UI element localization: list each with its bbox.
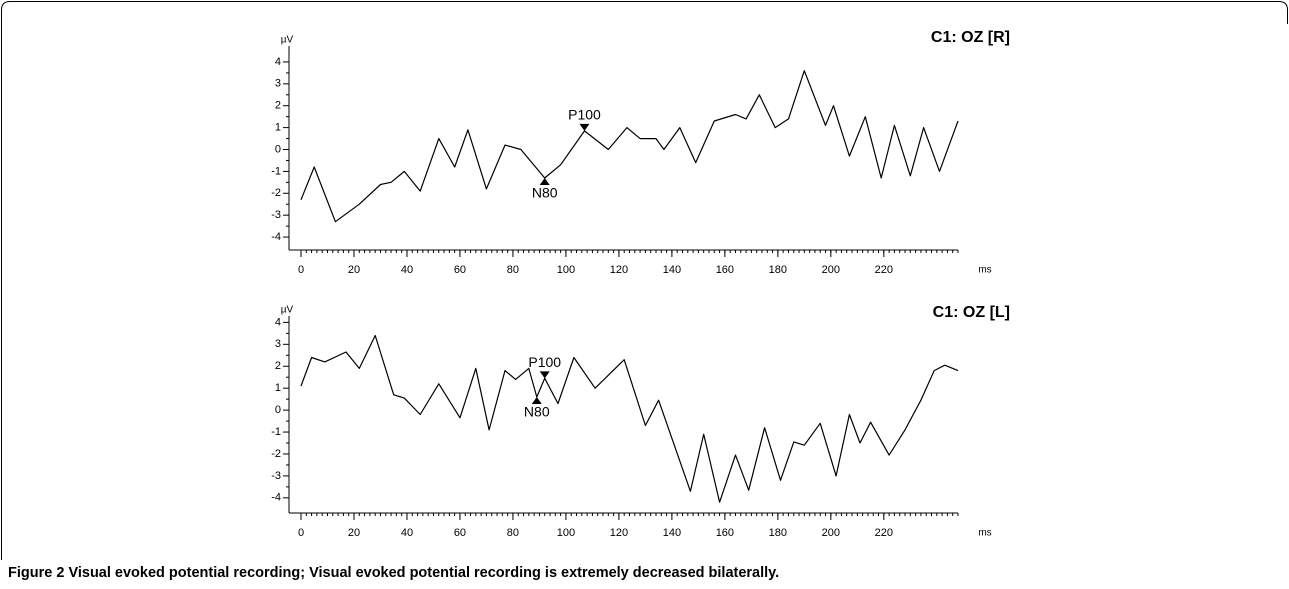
peak-marker bbox=[539, 177, 550, 185]
x-tick-label: 40 bbox=[401, 264, 413, 276]
x-tick-label: 60 bbox=[454, 527, 466, 539]
x-tick-label: 20 bbox=[348, 264, 360, 276]
y-tick-label: -1 bbox=[271, 165, 281, 177]
x-tick-label: 80 bbox=[507, 527, 519, 539]
x-tick-label: 180 bbox=[769, 264, 787, 276]
y-tick-label: -1 bbox=[271, 426, 281, 438]
peak-marker bbox=[579, 123, 590, 131]
y-tick-label: 2 bbox=[275, 100, 281, 112]
y-tick-label: 0 bbox=[275, 143, 281, 155]
y-tick-label: 1 bbox=[275, 122, 281, 134]
y-tick-label: 0 bbox=[275, 404, 281, 416]
x-tick-label: 200 bbox=[822, 264, 840, 276]
x-tick-label: 220 bbox=[875, 527, 893, 539]
x-tick-label: 100 bbox=[557, 527, 575, 539]
y-tick-label: 2 bbox=[275, 360, 281, 372]
x-tick-label: 140 bbox=[663, 527, 681, 539]
x-axis-label: ms bbox=[978, 528, 991, 539]
y-tick-label: -4 bbox=[271, 492, 281, 504]
y-tick-label: 1 bbox=[275, 382, 281, 394]
chart-title: C1: OZ [R] bbox=[931, 29, 1010, 46]
x-tick-label: 220 bbox=[875, 264, 893, 276]
signal-line bbox=[300, 70, 959, 223]
x-tick-label: 120 bbox=[610, 527, 628, 539]
chart-title: C1: OZ [L] bbox=[933, 304, 1010, 321]
x-tick-label: 60 bbox=[454, 264, 466, 276]
y-tick-label: 3 bbox=[275, 78, 281, 90]
y-tick-label: 3 bbox=[275, 338, 281, 350]
y-tick-label: -4 bbox=[271, 231, 281, 243]
x-axis-label: ms bbox=[978, 265, 991, 276]
x-tick-label: 180 bbox=[769, 527, 787, 539]
x-tick-label: 100 bbox=[557, 264, 575, 276]
frame bbox=[1, 1, 1288, 560]
caption-label: Figure 2 bbox=[8, 565, 64, 581]
y-tick-label: -2 bbox=[271, 448, 281, 460]
y-tick-label: -3 bbox=[271, 209, 281, 221]
peak-label: N80 bbox=[532, 185, 558, 201]
x-tick-label: 200 bbox=[822, 527, 840, 539]
x-tick-label: 80 bbox=[507, 264, 519, 276]
peak-label: P100 bbox=[568, 107, 601, 123]
peak-label: N80 bbox=[524, 404, 550, 420]
peak-label: P100 bbox=[528, 354, 561, 370]
x-tick-label: 160 bbox=[716, 527, 734, 539]
signal-line bbox=[300, 334, 959, 503]
y-tick-label: -3 bbox=[271, 470, 281, 482]
peak-marker bbox=[531, 396, 542, 404]
y-tick-label: 4 bbox=[275, 56, 281, 68]
caption: Figure 2 Visual evoked potential recordi… bbox=[8, 565, 779, 581]
x-tick-label: 140 bbox=[663, 264, 681, 276]
y-axis-label: µV bbox=[281, 35, 294, 46]
x-tick-label: 160 bbox=[716, 264, 734, 276]
y-axis-label: µV bbox=[281, 305, 294, 316]
peak-marker bbox=[539, 371, 550, 379]
x-tick-label: 20 bbox=[348, 527, 360, 539]
y-tick-label: 4 bbox=[275, 316, 281, 328]
y-tick-label: -2 bbox=[271, 187, 281, 199]
x-tick-label: 0 bbox=[298, 527, 304, 539]
x-tick-label: 40 bbox=[401, 527, 413, 539]
x-tick-label: 120 bbox=[610, 264, 628, 276]
caption-text: Visual evoked potential recording; Visua… bbox=[68, 565, 779, 581]
x-tick-label: 0 bbox=[298, 264, 304, 276]
